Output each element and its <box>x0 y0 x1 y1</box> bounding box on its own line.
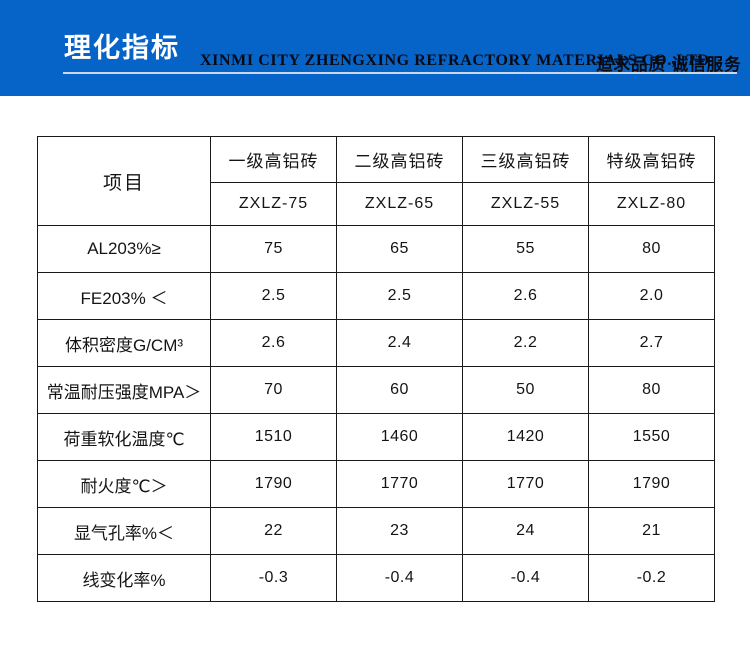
table-cell: 2.5 <box>336 272 463 320</box>
row-label: 线变化率% <box>37 554 211 602</box>
company-name: XINMI CITY ZHENGXING REFRACTORY MATERIAL… <box>200 52 710 69</box>
column-header-grade-3: 三级高铝砖 <box>462 136 589 183</box>
row-label: 常温耐压强度MPA＞ <box>37 366 211 414</box>
column-header-model-2: ZXLZ-65 <box>336 182 463 226</box>
table-cell: 1770 <box>462 460 589 508</box>
table-cell: 75 <box>210 225 337 273</box>
table-cell: 1420 <box>462 413 589 461</box>
table-cell: 65 <box>336 225 463 273</box>
table-cell: 1790 <box>210 460 337 508</box>
row-label: 荷重软化温度℃ <box>37 413 211 461</box>
row-label: 显气孔率%＜ <box>37 507 211 555</box>
table-row: 线变化率% -0.3 -0.4 -0.4 -0.2 <box>37 554 715 602</box>
column-header-grade-2: 二级高铝砖 <box>336 136 463 183</box>
column-header-model-4: ZXLZ-80 <box>588 182 715 226</box>
table-cell: 23 <box>336 507 463 555</box>
page-title: 理化指标 <box>64 33 180 63</box>
table-cell: 1510 <box>210 413 337 461</box>
table-cell: 80 <box>588 366 715 414</box>
table-cell: 2.0 <box>588 272 715 320</box>
row-label: AL203%≥ <box>37 225 211 273</box>
company-slogan: 追求品质 诚信服务 <box>596 56 742 74</box>
table-cell: 2.6 <box>210 319 337 367</box>
top-banner: 理化指标 XINMI CITY ZHENGXING REFRACTORY MAT… <box>0 0 750 96</box>
table-cell: 50 <box>462 366 589 414</box>
table-cell: 2.4 <box>336 319 463 367</box>
table-cell: 70 <box>210 366 337 414</box>
table-cell: 2.6 <box>462 272 589 320</box>
row-label: 耐火度℃＞ <box>37 460 211 508</box>
table-row: 耐火度℃＞ 1790 1770 1770 1790 <box>37 460 715 508</box>
column-header-model-3: ZXLZ-55 <box>462 182 589 226</box>
column-header-grade-1: 一级高铝砖 <box>210 136 337 183</box>
table-row: AL203%≥ 75 65 55 80 <box>37 225 715 273</box>
table-cell: 1460 <box>336 413 463 461</box>
table-row: 常温耐压强度MPA＞ 70 60 50 80 <box>37 366 715 414</box>
banner-divider <box>63 72 737 74</box>
table-cell: 2.2 <box>462 319 589 367</box>
table-cell: -0.3 <box>210 554 337 602</box>
table-cell: 55 <box>462 225 589 273</box>
table-cell: 24 <box>462 507 589 555</box>
table-cell: 80 <box>588 225 715 273</box>
table-cell: -0.4 <box>336 554 463 602</box>
table-cell: 22 <box>210 507 337 555</box>
table-row: FE203% ＜ 2.5 2.5 2.6 2.0 <box>37 272 715 320</box>
table-header-row-models: ZXLZ-75 ZXLZ-65 ZXLZ-55 ZXLZ-80 <box>38 182 715 226</box>
table-cell: 1770 <box>336 460 463 508</box>
table-cell: -0.4 <box>462 554 589 602</box>
item-column-header: 项目 <box>37 136 211 226</box>
row-label: FE203% ＜ <box>37 272 211 320</box>
table-header-row-grades: 项目 一级高铝砖 二级高铝砖 三级高铝砖 特级高铝砖 <box>37 136 715 226</box>
table-cell: 1550 <box>588 413 715 461</box>
table-cell: 2.5 <box>210 272 337 320</box>
column-header-grade-4: 特级高铝砖 <box>588 136 715 183</box>
table-cell: 1790 <box>588 460 715 508</box>
table-row: 体积密度G/CM³ 2.6 2.4 2.2 2.7 <box>37 319 715 367</box>
column-header-model-1: ZXLZ-75 <box>210 182 337 226</box>
table-cell: 2.7 <box>588 319 715 367</box>
table-cell: 21 <box>588 507 715 555</box>
spec-table: 项目 一级高铝砖 二级高铝砖 三级高铝砖 特级高铝砖 ZXLZ-75 ZXLZ-… <box>37 136 715 602</box>
table-row: 显气孔率%＜ 22 23 24 21 <box>37 507 715 555</box>
table-cell: -0.2 <box>588 554 715 602</box>
table-row: 荷重软化温度℃ 1510 1460 1420 1550 <box>37 413 715 461</box>
table-cell: 60 <box>336 366 463 414</box>
row-label: 体积密度G/CM³ <box>37 319 211 367</box>
